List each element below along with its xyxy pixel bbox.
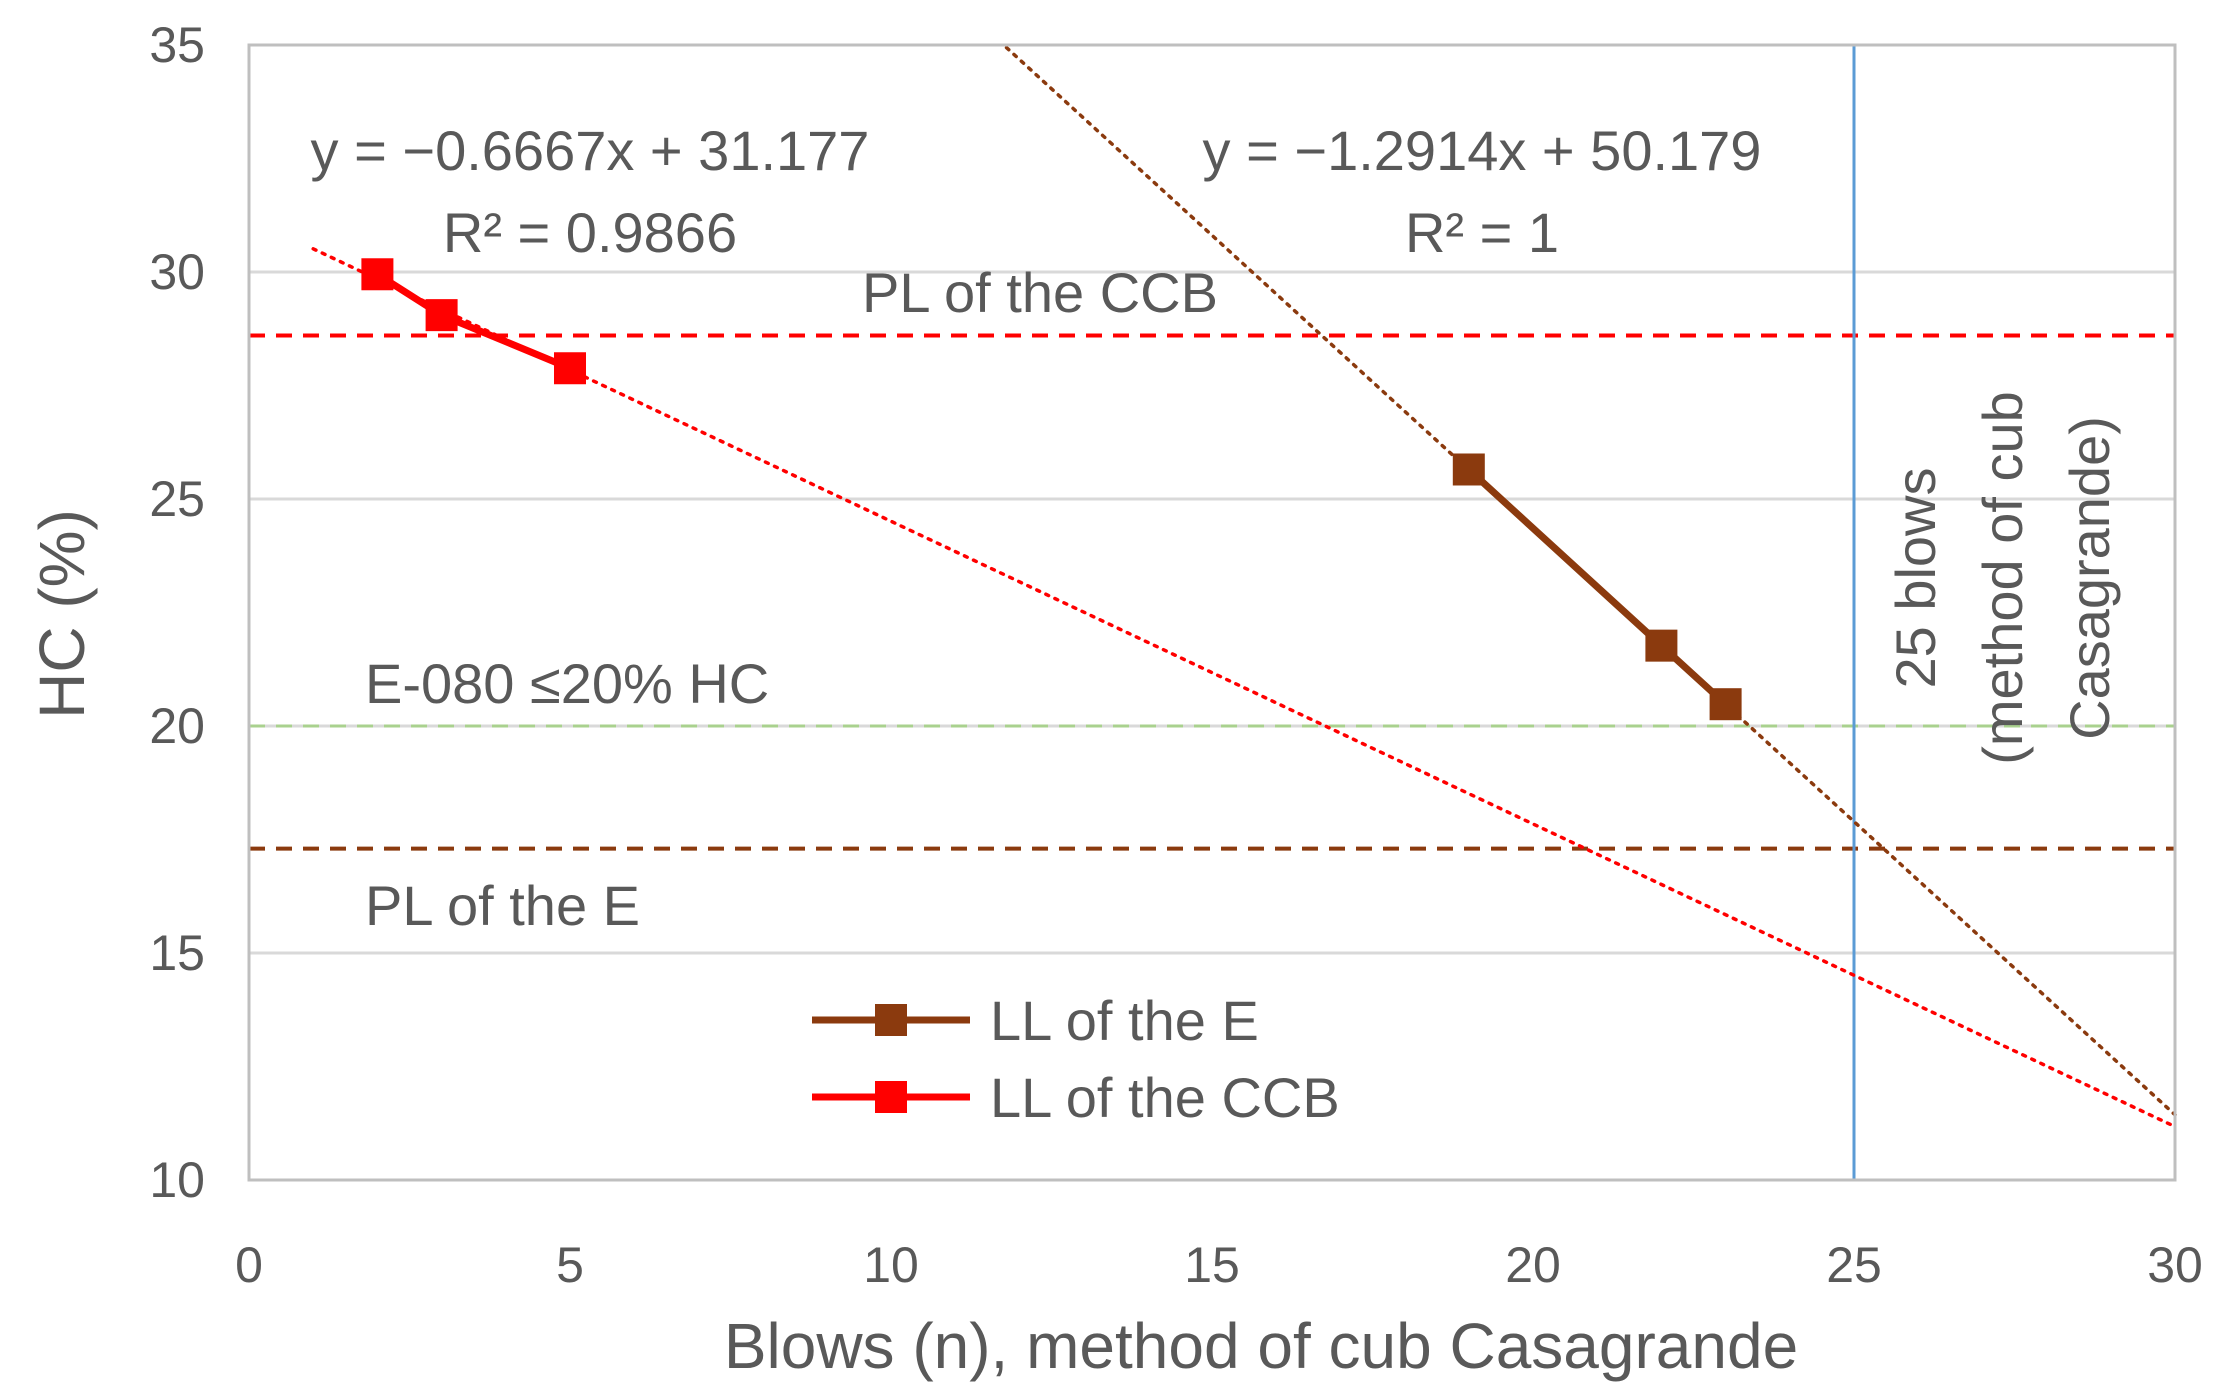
annotations: y = −1.2914x + 50.179 R² = 1 y = −0.6667x … bbox=[311, 119, 2121, 937]
marker-ll-of-the-ccb-3 bbox=[554, 352, 586, 385]
legend-label-ll-of-the-e: LL of the E bbox=[990, 989, 1259, 1052]
legend-label-ll-of-the-ccb: LL of the CCB bbox=[990, 1066, 1340, 1129]
x-tick-label-25: 25 bbox=[1826, 1237, 1882, 1293]
x-axis-title: Blows (n), method of cub Casagrande bbox=[724, 1310, 1798, 1382]
trendline-ll-of-the-ccb bbox=[311, 247, 2177, 1129]
trendline-equation-ll-of-the-e: y = −1.2914x + 50.179 bbox=[1203, 119, 1762, 182]
y-tick-label-35: 35 bbox=[149, 17, 205, 73]
vertical-label-line-1: 25 blows bbox=[1884, 467, 1947, 688]
y-tick-label-30: 30 bbox=[149, 244, 205, 300]
marker-ll-of-the-e-1 bbox=[1452, 453, 1485, 486]
vertical-label-line-3: Casagrande) bbox=[2058, 416, 2121, 740]
y-axis-title: HC (%) bbox=[26, 509, 98, 719]
vertical-label-line-2: (method of cub bbox=[1971, 391, 2034, 765]
legend-marker-ll-of-the-ccb bbox=[875, 1081, 907, 1113]
y-tick-label-15: 15 bbox=[149, 925, 205, 981]
legend: LL of the E LL of the CCB bbox=[812, 989, 1340, 1129]
series-line-ll-of-the-ccb bbox=[375, 271, 572, 372]
marker-ll-of-the-e-2 bbox=[1645, 629, 1678, 662]
series bbox=[361, 258, 1742, 721]
x-tick-label-15: 15 bbox=[1184, 1237, 1240, 1293]
marker-ll-of-the-ccb-1 bbox=[361, 258, 394, 291]
y-tick-label-10: 10 bbox=[149, 1152, 205, 1208]
series-line-ll-of-the-e bbox=[1466, 466, 1728, 707]
trendline-r2-ll-of-the-ccb: R² = 0.9866 bbox=[443, 201, 737, 264]
x-tick-label-10: 10 bbox=[863, 1237, 919, 1293]
reference-lines bbox=[249, 45, 2175, 1180]
plot-area bbox=[247, 43, 2177, 1182]
reference-label-pl-of-the-e: PL of the E bbox=[365, 874, 640, 937]
marker-ll-of-the-e-3 bbox=[1709, 688, 1742, 721]
trendline-r2-ll-of-the-e: R² = 1 bbox=[1405, 201, 1559, 264]
tick-labels: 10 15 20 25 30 35 0 5 10 15 20 25 30 bbox=[149, 17, 2202, 1293]
y-tick-label-25: 25 bbox=[149, 471, 205, 527]
x-tick-label-5: 5 bbox=[556, 1237, 584, 1293]
reference-label-e-080: E-080 ≤20% HC bbox=[365, 652, 769, 715]
trendline-equation-ll-of-the-ccb: y = −0.6667x + 31.177 bbox=[311, 119, 870, 182]
reference-label-pl-of-the-ccb: PL of the CCB bbox=[862, 261, 1218, 324]
legend-marker-ll-of-the-e bbox=[875, 1004, 907, 1036]
x-tick-label-0: 0 bbox=[235, 1237, 263, 1293]
marker-ll-of-the-ccb-2 bbox=[425, 299, 458, 332]
x-tick-label-30: 30 bbox=[2147, 1237, 2203, 1293]
x-tick-label-20: 20 bbox=[1505, 1237, 1561, 1293]
y-tick-label-20: 20 bbox=[149, 698, 205, 754]
